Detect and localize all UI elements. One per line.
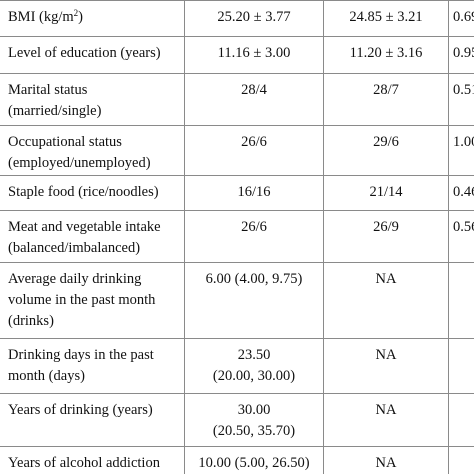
group2-value: NA xyxy=(324,447,449,474)
row-label-line: Drinking days in the past xyxy=(8,347,154,363)
row-label: Years of drinking (years) xyxy=(0,394,185,446)
group2-value: NA xyxy=(324,394,449,446)
group1-value: 11.16 ± 3.00 xyxy=(185,37,324,73)
group2-value: 21/14 xyxy=(324,176,449,210)
group2-value: 26/9 xyxy=(324,211,449,262)
group2-value: 28/7 xyxy=(324,74,449,125)
row-label: Marital status (married/single) xyxy=(0,74,185,125)
row-label: Occupational status (employed/unemployed… xyxy=(0,126,185,175)
row-label-line: Marital status xyxy=(8,82,88,98)
table-row: Years of alcohol addiction 10.00 (5.00, … xyxy=(0,446,474,474)
group2-value: NA xyxy=(324,263,449,338)
group1-value: 26/6 xyxy=(185,211,324,262)
group2-value: NA xyxy=(324,339,449,393)
row-label-line: (employed/unemployed) xyxy=(8,155,151,171)
table-row: Drinking days in the past month (days) 2… xyxy=(0,338,474,393)
group2-value: 11.20 ± 3.16 xyxy=(324,37,449,73)
p-value xyxy=(449,263,474,338)
value-line: (20.50, 35.70) xyxy=(212,423,296,439)
row-label: Level of education (years) xyxy=(0,37,185,73)
table-row: Marital status (married/single) 28/4 28/… xyxy=(0,73,474,125)
p-value xyxy=(449,394,474,446)
p-value: 0.467 xyxy=(453,184,474,200)
row-label-line: volume in the past month xyxy=(8,292,156,308)
table-row: Occupational status (employed/unemployed… xyxy=(0,125,474,175)
row-label-line: month (days) xyxy=(8,368,85,384)
p-value xyxy=(449,447,474,474)
group1-value: 25.20 ± 3.77 xyxy=(185,1,324,36)
p-value: 0.954 xyxy=(453,45,474,61)
value-line: 30.00 xyxy=(237,402,271,418)
p-value: 0.690 xyxy=(453,9,474,25)
row-label: Drinking days in the past month (days) xyxy=(0,339,185,393)
row-label-line: Meat and vegetable intake xyxy=(8,219,161,235)
group1-value: 23.50 (20.00, 30.00) xyxy=(185,339,324,393)
row-label: Meat and vegetable intake (balanced/imba… xyxy=(0,211,185,262)
row-label-line: Occupational status xyxy=(8,134,122,150)
group1-value: 26/6 xyxy=(185,126,324,175)
table-row: Level of education (years) 11.16 ± 3.00 … xyxy=(0,36,474,73)
group1-value: 6.00 (4.00, 9.75) xyxy=(185,263,324,338)
p-value xyxy=(449,339,474,393)
value-line: 23.50 xyxy=(237,347,271,363)
row-label-line: (balanced/imbalanced) xyxy=(8,240,141,256)
group1-value: 16/16 xyxy=(185,176,324,210)
table-row: Average daily drinking volume in the pas… xyxy=(0,262,474,338)
table-row: Years of drinking (years) 30.00 (20.50, … xyxy=(0,393,474,446)
group1-value: 10.00 (5.00, 26.50) xyxy=(185,447,324,474)
row-label: Staple food (rice/noodles) xyxy=(0,176,185,210)
row-label-line: (married/single) xyxy=(8,103,102,119)
group2-value: 29/6 xyxy=(324,126,449,175)
p-value: 0.566 xyxy=(453,219,474,235)
row-label-line: Average daily drinking xyxy=(8,271,142,287)
row-label: Years of alcohol addiction xyxy=(0,447,185,474)
row-label: Average daily drinking volume in the pas… xyxy=(0,263,185,338)
group1-value: 30.00 (20.50, 35.70) xyxy=(185,394,324,446)
table-row: Meat and vegetable intake (balanced/imba… xyxy=(0,210,474,262)
table-row: BMI (kg/m2) 25.20 ± 3.77 24.85 ± 3.21 0.… xyxy=(0,0,474,36)
group1-value: 28/4 xyxy=(185,74,324,125)
value-line: (20.00, 30.00) xyxy=(212,368,296,384)
p-value: 1.000 xyxy=(453,134,474,150)
p-value: 0.517 xyxy=(453,82,474,98)
group2-value: 24.85 ± 3.21 xyxy=(324,1,449,36)
row-label-line: (drinks) xyxy=(8,313,54,329)
row-label: BMI (kg/m2) xyxy=(0,1,185,36)
table-row: Staple food (rice/noodles) 16/16 21/14 0… xyxy=(0,175,474,210)
